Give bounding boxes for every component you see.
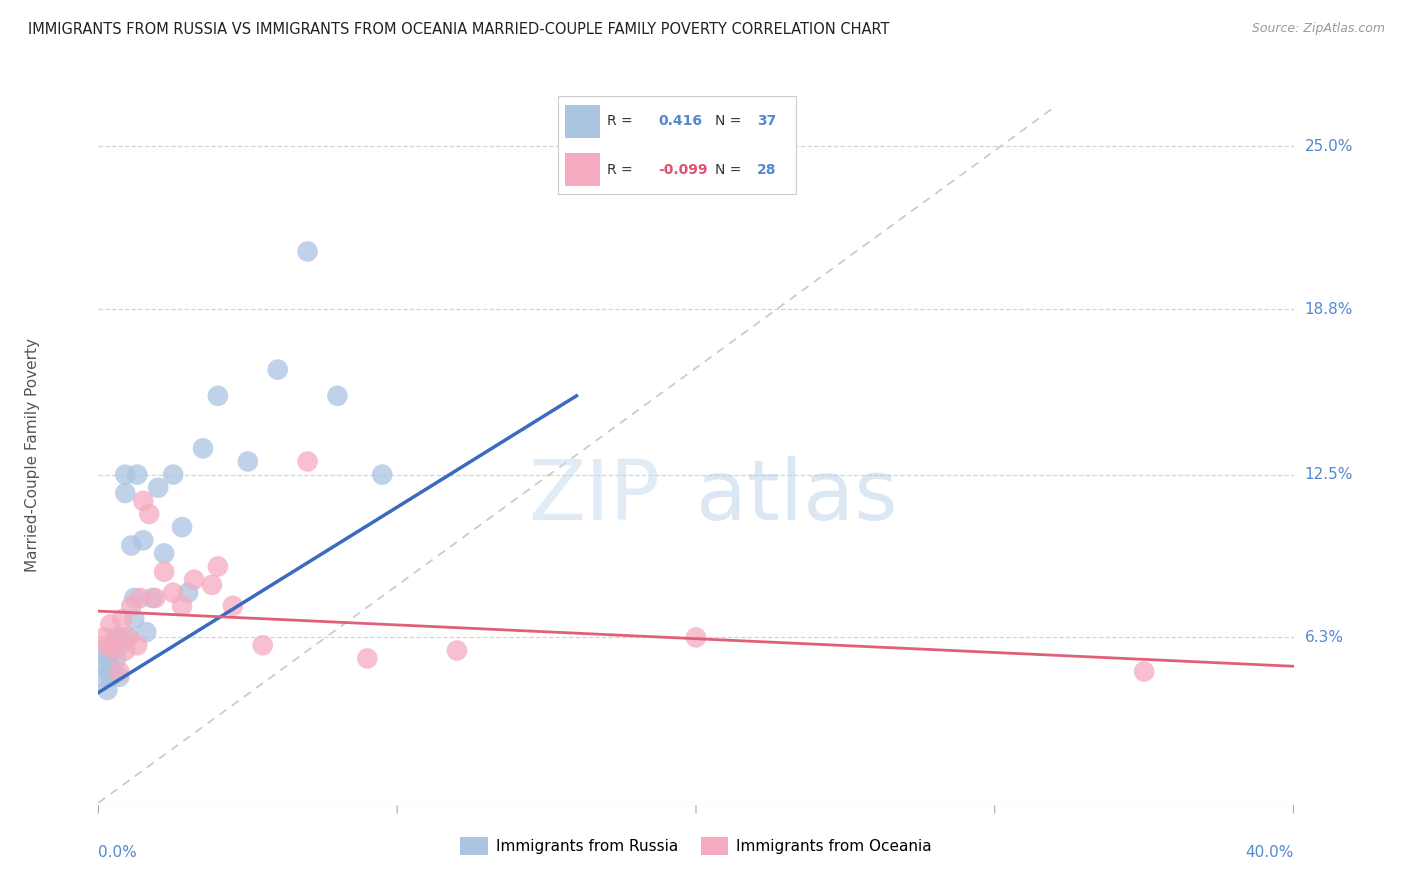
Point (236, 454, 259, 468)
Point (105, 633, 128, 648)
Point (117, 631, 139, 645)
Legend: Immigrants from Russia, Immigrants from Oceania: Immigrants from Russia, Immigrants from … (454, 830, 938, 862)
Point (114, 467, 136, 482)
Text: R =: R = (607, 114, 633, 128)
Point (96, 682, 118, 697)
Point (252, 638, 274, 652)
Text: 40.0%: 40.0% (1246, 845, 1294, 860)
Point (98, 643, 122, 657)
Point (114, 486, 136, 500)
Text: 37: 37 (758, 114, 776, 128)
Point (105, 631, 128, 645)
Point (207, 389, 229, 403)
Point (90, 670, 112, 684)
Text: 12.5%: 12.5% (1305, 467, 1353, 482)
Point (93, 659, 115, 673)
Point (177, 586, 200, 600)
Point (143, 591, 166, 605)
Point (132, 533, 155, 548)
Point (371, 467, 394, 482)
Point (108, 665, 131, 679)
Point (98, 617, 122, 632)
Point (153, 546, 176, 560)
Point (108, 670, 131, 684)
Point (183, 573, 205, 587)
Text: Married-Couple Family Poverty: Married-Couple Family Poverty (25, 338, 41, 572)
Point (114, 643, 136, 657)
Text: 25.0%: 25.0% (1305, 139, 1353, 154)
Point (111, 631, 134, 645)
Point (297, 244, 319, 259)
Point (162, 467, 184, 482)
Point (129, 591, 152, 605)
Text: IMMIGRANTS FROM RUSSIA VS IMMIGRANTS FROM OCEANIA MARRIED-COUPLE FAMILY POVERTY : IMMIGRANTS FROM RUSSIA VS IMMIGRANTS FRO… (28, 22, 890, 37)
Point (207, 559, 229, 574)
FancyBboxPatch shape (558, 95, 796, 194)
Point (111, 612, 134, 626)
Point (124, 591, 146, 605)
Point (191, 442, 214, 456)
Point (96, 638, 118, 652)
Text: R =: R = (607, 162, 633, 177)
Point (162, 586, 184, 600)
Text: Source: ZipAtlas.com: Source: ZipAtlas.com (1251, 22, 1385, 36)
Point (326, 389, 349, 403)
Point (120, 599, 142, 613)
Text: 0.0%: 0.0% (98, 845, 138, 860)
Point (356, 651, 378, 665)
Point (1133, 665, 1156, 679)
Text: N =: N = (716, 114, 742, 128)
Point (685, 631, 707, 645)
Point (127, 638, 149, 652)
Text: 18.8%: 18.8% (1305, 301, 1353, 317)
Point (96, 651, 118, 665)
Point (98, 659, 122, 673)
Point (124, 612, 146, 626)
Point (222, 599, 245, 613)
Point (105, 651, 128, 665)
Point (103, 643, 125, 657)
Point (98, 670, 122, 684)
Point (127, 467, 149, 482)
Text: ZIP: ZIP (529, 456, 661, 537)
Point (93, 631, 115, 645)
Point (172, 599, 194, 613)
Text: atlas: atlas (696, 456, 897, 537)
Point (120, 539, 142, 553)
Text: 28: 28 (758, 162, 776, 177)
Point (267, 362, 290, 376)
Point (172, 520, 194, 534)
Point (117, 631, 139, 645)
Text: -0.099: -0.099 (658, 162, 709, 177)
Point (201, 578, 224, 592)
Point (148, 481, 170, 495)
Point (108, 638, 131, 652)
Point (103, 665, 125, 679)
Point (135, 625, 157, 640)
Text: N =: N = (716, 162, 742, 177)
Point (141, 591, 163, 605)
Point (132, 494, 155, 508)
Point (446, 643, 468, 657)
Text: 6.3%: 6.3% (1305, 630, 1344, 645)
Text: 0.416: 0.416 (658, 114, 703, 128)
Bar (565, 153, 599, 186)
Point (297, 454, 319, 468)
Point (138, 507, 160, 521)
Point (153, 565, 176, 579)
Point (93, 643, 115, 657)
Point (103, 638, 125, 652)
Bar (565, 105, 599, 137)
